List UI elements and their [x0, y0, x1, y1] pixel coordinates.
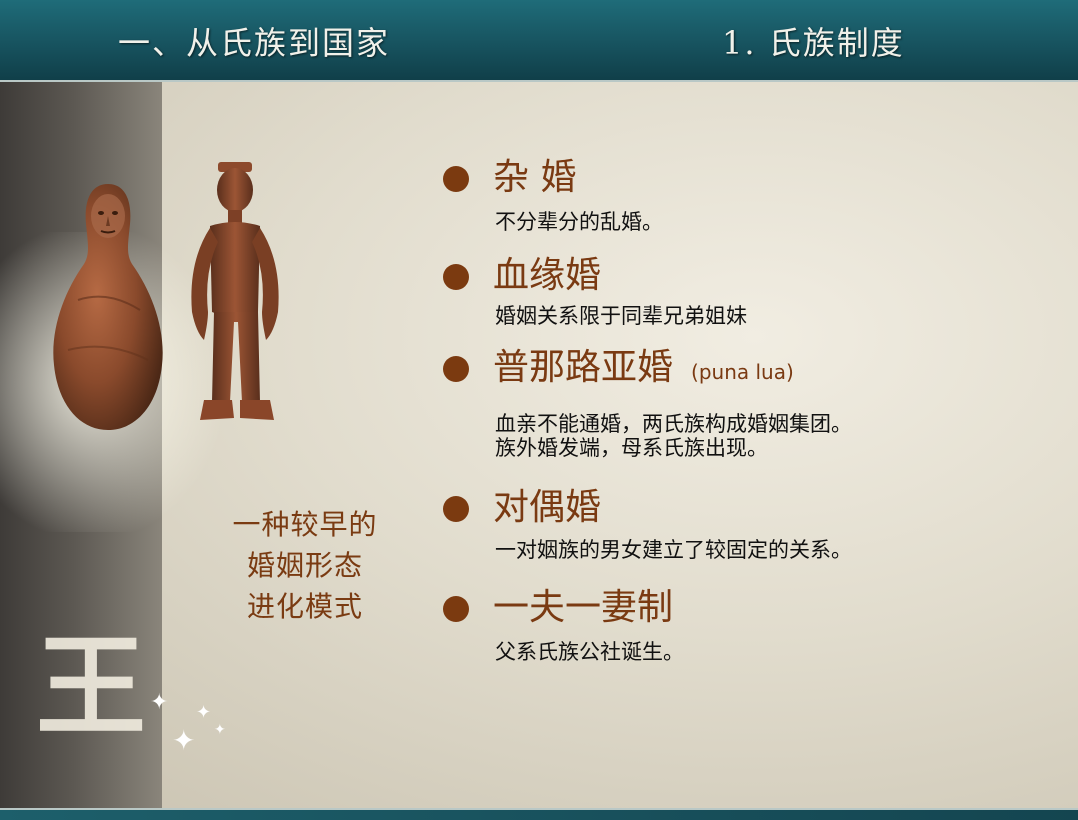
- caption-line: 进化模式: [246, 590, 363, 623]
- sparkle-icon: ✦: [196, 702, 212, 723]
- item-title: 血缘婚: [493, 255, 602, 296]
- pottery-vase-image: [53, 184, 163, 430]
- item-title: 对偶婚: [493, 487, 602, 528]
- clay-figurine-image: [191, 162, 279, 420]
- bullet-icon: [443, 496, 469, 522]
- subsection-title: 1. 氏族制度: [722, 24, 905, 62]
- sparkle-icon: ✦: [214, 722, 226, 738]
- list-item: 一夫一妻制 父系氏族公社诞生。: [443, 584, 1063, 674]
- sparkle-icon: ✦: [172, 724, 196, 757]
- evolution-caption: 一种较早的 婚姻形态 进化模式: [210, 504, 400, 627]
- list-item: 血缘婚 婚姻关系限于同辈兄弟姐妹: [443, 252, 1063, 344]
- bullet-icon: [443, 166, 469, 192]
- section-title: 一、从氏族到国家: [118, 24, 391, 62]
- bullet-icon: [443, 596, 469, 622]
- sparkle-icon: ✦: [150, 690, 169, 715]
- caption-line: 一种较早的: [232, 508, 378, 541]
- slide-body: 王 ✦ ✦ ✦ ✦ 一种较早的 婚姻形态 进化模式 杂 婚 不分辈分的乱婚。 血…: [0, 82, 1078, 808]
- footer-bar: [0, 808, 1078, 820]
- item-description: 婚姻关系限于同辈兄弟姐妹: [495, 304, 747, 328]
- item-description: 父系氏族公社诞生。: [495, 640, 684, 664]
- item-title: 普那路亚婚 (puna lua): [493, 344, 1063, 396]
- list-item: 杂 婚 不分辈分的乱婚。: [443, 154, 1063, 252]
- item-title-text: 普那路亚婚: [493, 347, 674, 388]
- item-description: 血亲不能通婚，两氏族构成婚姻集团。: [495, 412, 852, 436]
- list-item: 普那路亚婚 (puna lua) 血亲不能通婚，两氏族构成婚姻集团。 族外婚发端，…: [443, 344, 1063, 484]
- caption-line: 婚姻形态: [246, 549, 363, 582]
- item-description: 族外婚发端，母系氏族出现。: [495, 436, 768, 460]
- list-item: 对偶婚 一对姻族的男女建立了较固定的关系。: [443, 484, 1063, 584]
- item-description: 不分辈分的乱婚。: [495, 210, 663, 234]
- item-title: 一夫一妻制: [493, 587, 674, 628]
- bullet-icon: [443, 264, 469, 290]
- item-title-note: (puna lua): [691, 360, 794, 384]
- bullet-icon: [443, 356, 469, 382]
- item-description: 一对姻族的男女建立了较固定的关系。: [495, 538, 852, 562]
- item-title: 杂 婚: [493, 157, 577, 198]
- wang-glyph-decoration: 王: [36, 622, 146, 751]
- marriage-forms-list: 杂 婚 不分辈分的乱婚。 血缘婚 婚姻关系限于同辈兄弟姐妹 普那路亚婚 (puna…: [443, 154, 1063, 674]
- header-bar: 一、从氏族到国家 1. 氏族制度: [0, 0, 1078, 82]
